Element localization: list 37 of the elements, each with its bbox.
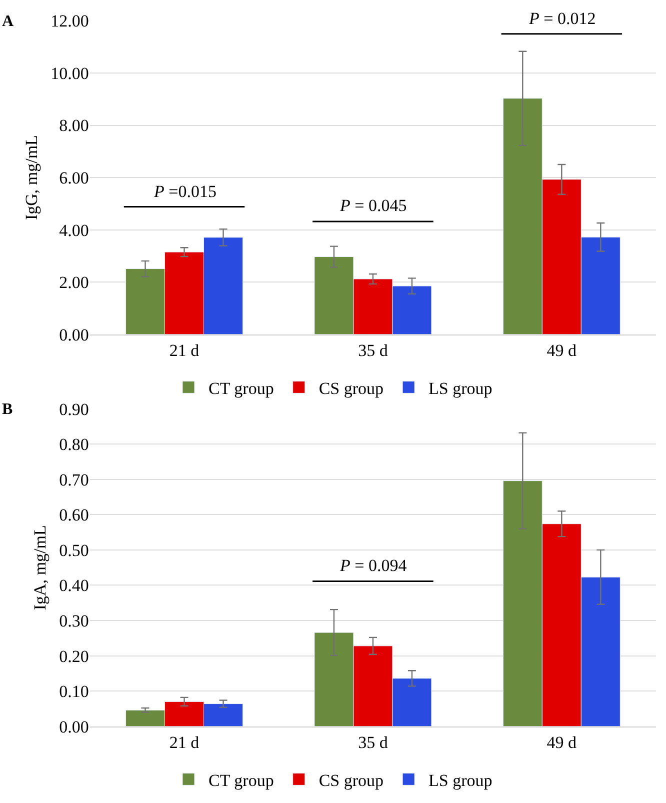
legend-label: CT group (208, 378, 274, 398)
legend-label: CS group (318, 770, 384, 790)
y-tick-label: 0.10 (59, 682, 89, 702)
y-tick-label: 0.90 (59, 400, 89, 419)
x-tick-label: 21 d (169, 340, 200, 360)
chart-title: A (2, 13, 14, 30)
y-tick-label: 10.00 (50, 64, 89, 83)
y-tick-label: 0.00 (59, 325, 89, 344)
x-tick-label: 49 d (546, 732, 578, 752)
y-tick-label: 2.00 (59, 273, 89, 292)
y-axis-title: IgG, mg/mL (22, 135, 42, 220)
y-tick-label: 4.00 (59, 220, 89, 240)
annotation: P = 0.094 (339, 556, 408, 575)
y-tick-label: 0.20 (59, 646, 89, 666)
y-tick-label: 12.00 (50, 12, 89, 31)
x-tick-label: 49 d (546, 340, 578, 360)
y-tick-label: 0.50 (59, 540, 89, 560)
y-tick-label: 0.30 (59, 611, 89, 630)
annotation: P = 0.045 (339, 196, 407, 215)
y-tick-label: 6.00 (59, 168, 89, 188)
y-axis-title: IgA, mg/mL (30, 525, 50, 610)
y-tick-label: 0.40 (59, 576, 89, 596)
y-tick-label: 0.60 (59, 506, 89, 525)
legend-label: CS group (318, 378, 384, 398)
chart-title: B (2, 401, 13, 418)
annotation: P = 0.012 (528, 9, 596, 28)
legend-label: LS group (428, 378, 492, 398)
legend-label: LS group (428, 770, 492, 790)
x-tick-label: 35 d (358, 732, 388, 752)
y-tick-label: 0.70 (59, 470, 89, 490)
annotation: P =0.015 (153, 182, 216, 201)
legend-label: CT group (208, 770, 274, 790)
x-tick-label: 21 d (169, 732, 200, 752)
y-tick-label: 8.00 (59, 116, 89, 136)
y-tick-label: 0.00 (59, 717, 89, 736)
y-tick-label: 0.80 (59, 435, 89, 454)
x-tick-label: 35 d (358, 340, 388, 360)
